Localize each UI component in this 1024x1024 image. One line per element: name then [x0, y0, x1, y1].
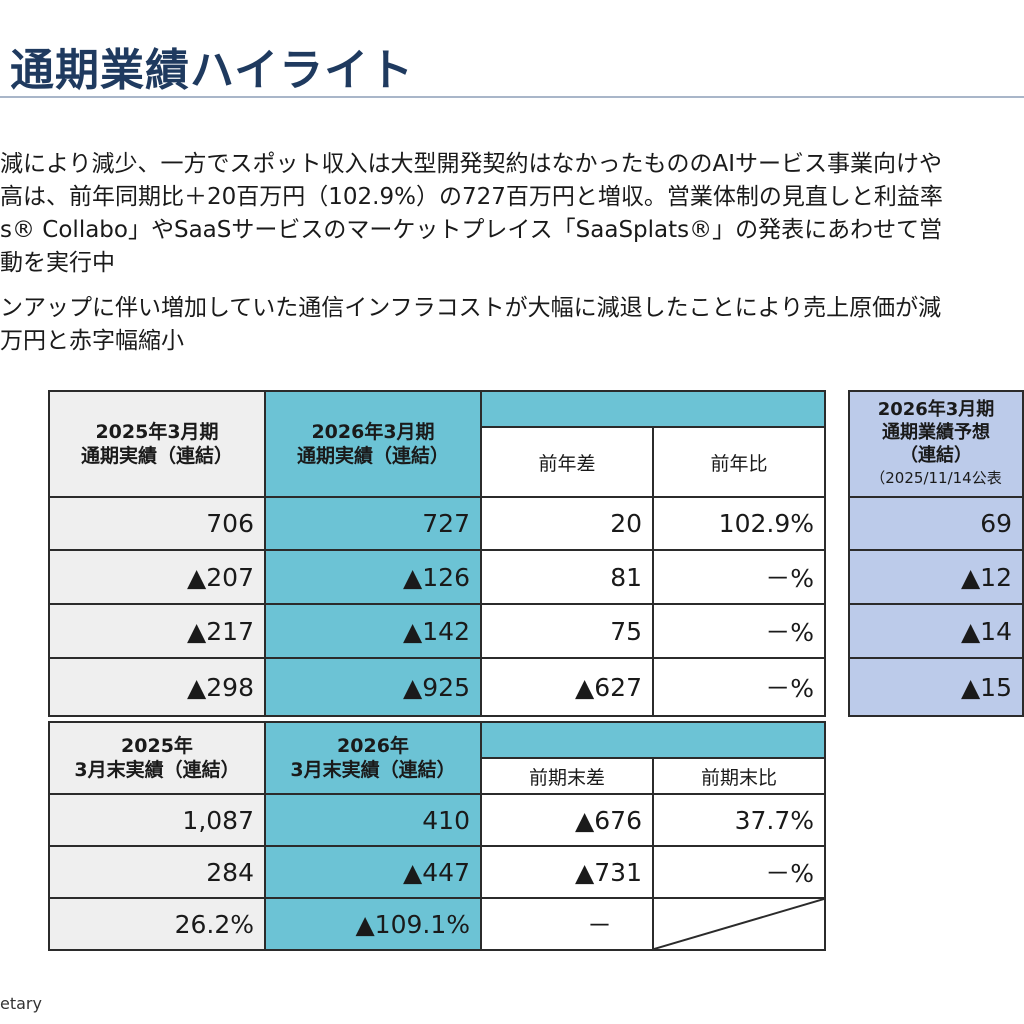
summary-line: 動を実行中 [0, 250, 115, 276]
cell-ratio: －% [652, 549, 826, 605]
footer-text: etary [0, 994, 42, 1013]
fullyear-results-table: 2025年3月期 通期実績（連結） 2026年3月期 通期実績（連結） 前年差 前年… [48, 390, 826, 717]
table-row: 26.2% ▲109.1% － [48, 897, 826, 951]
header-fy2025-yearend: 2025年 3月末実績（連結） [48, 721, 266, 795]
cell-forecast: ▲15 [848, 657, 1024, 717]
cell-curr: ▲142 [264, 603, 482, 659]
summary-paragraph-1: 減により減少、一方でスポット収入は大型開発契約はなかったもののAIサービス事業向… [0, 148, 943, 280]
cell-ratio: －% [652, 845, 826, 899]
table-row: ▲15 [848, 657, 1024, 717]
header-teal-band [480, 721, 826, 759]
title-divider [0, 96, 1024, 98]
table-row: 69 [848, 496, 1024, 551]
cell-curr: 410 [264, 793, 482, 847]
cell-curr: ▲126 [264, 549, 482, 605]
cell-diff: 81 [480, 549, 654, 605]
cell-ratio: 37.7% [652, 793, 826, 847]
diagonal-slash [654, 899, 824, 949]
cell-prev: ▲298 [48, 657, 266, 717]
table-row: ▲12 [848, 549, 1024, 605]
summary-line: 減により減少、一方でスポット収入は大型開発契約はなかったもののAIサービス事業向… [0, 151, 943, 177]
page-title: 通期業績ハイライト [10, 45, 415, 96]
cell-prev: 1,087 [48, 793, 266, 847]
cell-diff: ▲731 [480, 845, 654, 899]
table-row: 1,087 410 ▲676 37.7% [48, 793, 826, 847]
summary-paragraph-2: ンアップに伴い増加していた通信インフラコストが大幅に減退したことにより売上原価が… [0, 292, 941, 358]
forecast-table: 2026年3月期 通期業績予想 （連結） （2025/11/14公表 69 ▲1… [848, 390, 1024, 717]
header-yoy-diff: 前年差 [480, 426, 654, 498]
table-row: 284 ▲447 ▲731 －% [48, 845, 826, 899]
cell-diff: 20 [480, 496, 654, 551]
header-fy2026-forecast: 2026年3月期 通期業績予想 （連結） （2025/11/14公表 [848, 390, 1024, 498]
header-fy2026-actual: 2026年3月期 通期実績（連結） [264, 390, 482, 498]
summary-line: 高は、前年同期比＋20百万円（102.9%）の727百万円と増収。営業体制の見直… [0, 184, 943, 210]
cell-diff: 75 [480, 603, 654, 659]
cell-prev: 706 [48, 496, 266, 551]
header-teal-band [480, 390, 826, 428]
cell-ratio-empty [652, 897, 826, 951]
cell-forecast: ▲14 [848, 603, 1024, 659]
cell-curr: ▲925 [264, 657, 482, 717]
header-yoy-ratio: 前年比 [652, 426, 826, 498]
cell-prev: ▲207 [48, 549, 266, 605]
header-fy2025-actual: 2025年3月期 通期実績（連結） [48, 390, 266, 498]
cell-ratio: 102.9% [652, 496, 826, 551]
cell-curr: ▲109.1% [264, 897, 482, 951]
header-period-ratio: 前期末比 [652, 757, 826, 795]
cell-prev: ▲217 [48, 603, 266, 659]
cell-prev: 284 [48, 845, 266, 899]
summary-line: s® Collabo」やSaaSサービスのマーケットプレイス「SaaSplats… [0, 217, 943, 243]
cell-diff: － [480, 897, 654, 951]
table-row: 706 727 20 102.9% [48, 496, 826, 551]
summary-line: 万円と赤字幅縮小 [0, 328, 184, 354]
header-period-diff: 前期末差 [480, 757, 654, 795]
table-row: ▲298 ▲925 ▲627 －% [48, 657, 826, 717]
cell-diff: ▲627 [480, 657, 654, 717]
cell-prev: 26.2% [48, 897, 266, 951]
table-row: ▲14 [848, 603, 1024, 659]
cell-diff: ▲676 [480, 793, 654, 847]
summary-line: ンアップに伴い増加していた通信インフラコストが大幅に減退したことにより売上原価が… [0, 295, 942, 321]
cell-ratio: －% [652, 657, 826, 717]
table-row: ▲217 ▲142 75 －% [48, 603, 826, 659]
cell-curr: 727 [264, 496, 482, 551]
header-fy2026-yearend: 2026年 3月末実績（連結） [264, 721, 482, 795]
cell-forecast: ▲12 [848, 549, 1024, 605]
cell-forecast: 69 [848, 496, 1024, 551]
table-row: ▲207 ▲126 81 －% [48, 549, 826, 605]
yearend-results-table: 2025年 3月末実績（連結） 2026年 3月末実績（連結） 前期末差 前期末比 … [48, 721, 826, 951]
cell-ratio: －% [652, 603, 826, 659]
cell-curr: ▲447 [264, 845, 482, 899]
